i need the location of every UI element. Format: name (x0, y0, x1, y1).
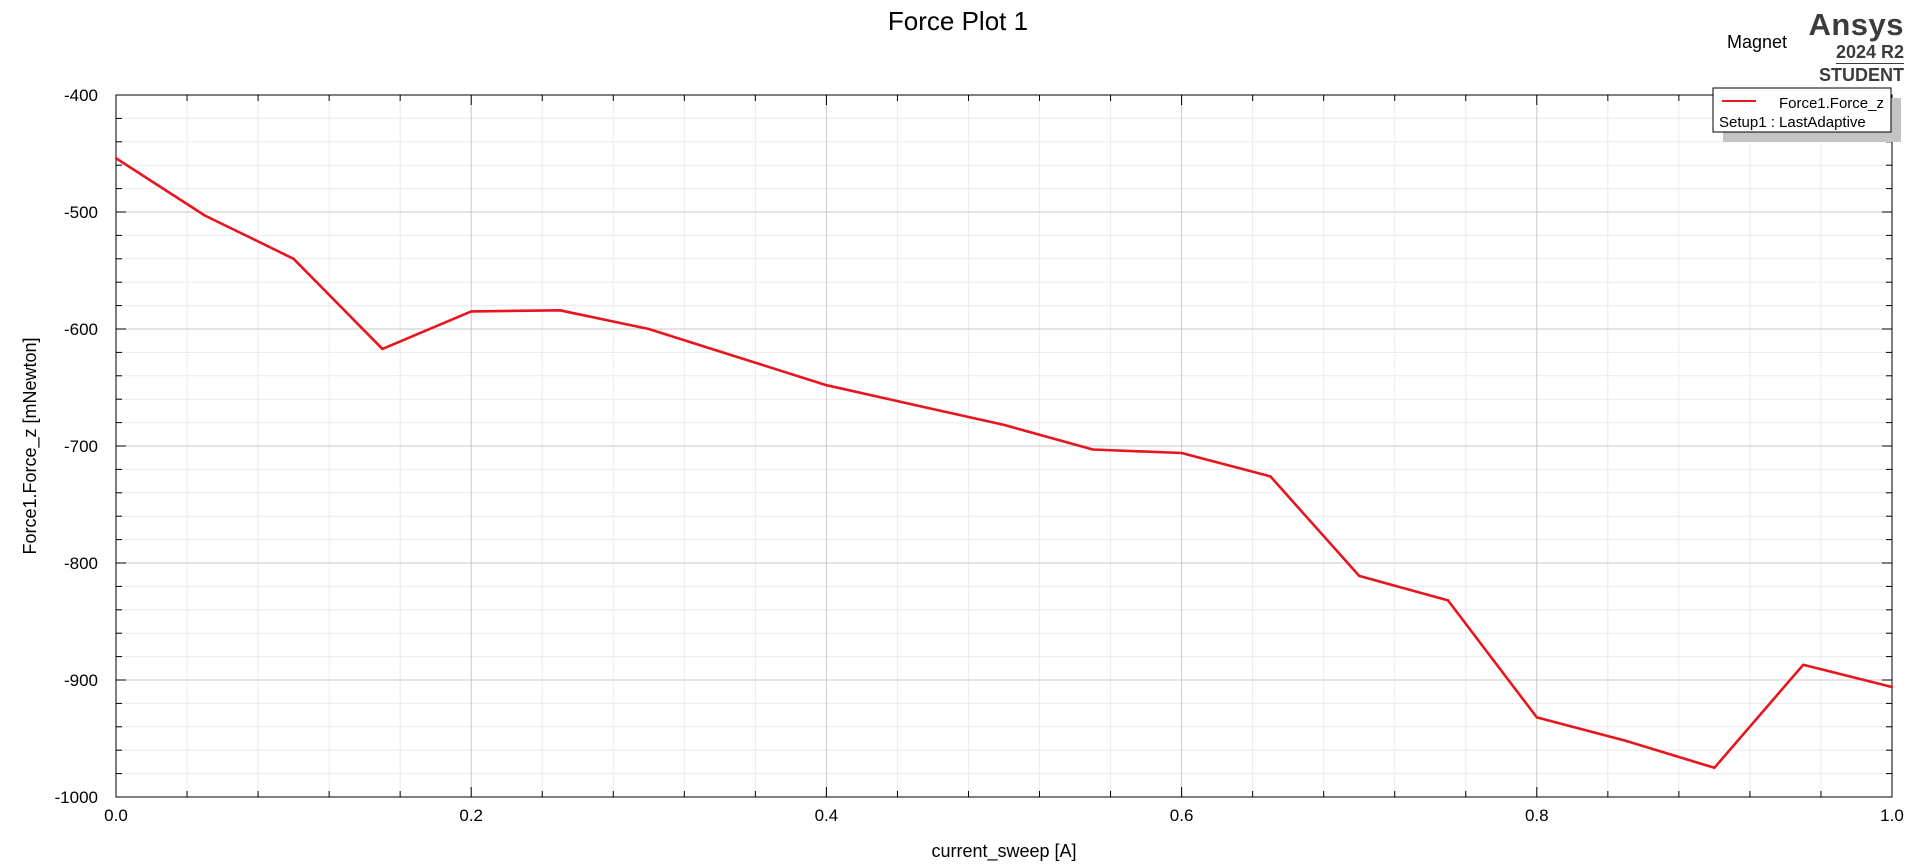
x-tick-label: 0.6 (1170, 806, 1194, 825)
brand-edition: STUDENT (1819, 65, 1904, 85)
data-point[interactable] (1269, 475, 1272, 478)
x-tick-labels: 0.0 0.2 0.4 0.6 0.8 1.0 (104, 806, 1904, 825)
y-axis-label: Force1.Force_z [mNewton] (20, 337, 41, 554)
x-tick-label: 0.8 (1525, 806, 1549, 825)
data-point[interactable] (114, 156, 118, 160)
data-point[interactable] (203, 214, 206, 217)
data-point[interactable] (1535, 716, 1539, 719)
data-point[interactable] (1358, 574, 1361, 578)
data-point[interactable] (292, 257, 295, 260)
x-tick-label: 0.0 (104, 806, 128, 825)
data-point[interactable] (914, 403, 917, 407)
data-point[interactable] (1446, 599, 1450, 602)
x-axis-label: current_sweep [A] (931, 841, 1076, 862)
x-tick-label: 0.2 (459, 806, 483, 825)
y-tick-label: -400 (64, 86, 98, 105)
brand-logo: Ansys 2024 R2 STUDENT (1808, 8, 1904, 86)
major-gridlines (116, 95, 1892, 797)
data-point[interactable] (647, 327, 650, 331)
brand-version: 2024 R2 (1835, 42, 1904, 64)
axis-ticks (116, 95, 1892, 797)
data-point[interactable] (1890, 685, 1894, 689)
y-tick-label: -900 (64, 671, 98, 690)
data-point[interactable] (1802, 663, 1805, 666)
chart-title: Force Plot 1 (888, 6, 1028, 36)
brand-name: Ansys (1808, 7, 1904, 42)
data-point[interactable] (1180, 451, 1183, 455)
y-tick-label: -600 (64, 320, 98, 339)
data-point[interactable] (470, 310, 473, 313)
data-point[interactable] (825, 383, 828, 387)
data-point[interactable] (1002, 423, 1006, 427)
legend[interactable]: Force1.Force_z Setup1 : LastAdaptive (1712, 87, 1901, 142)
series-layer (114, 156, 1894, 770)
data-point[interactable] (1624, 739, 1627, 743)
y-tick-label: -700 (64, 437, 98, 456)
data-point[interactable] (558, 309, 562, 312)
y-tick-label: -800 (64, 554, 98, 573)
x-tick-label: 1.0 (1880, 806, 1904, 825)
series-line-force-z[interactable] (115, 157, 1893, 770)
legend-entry-label: Force1.Force_z (1779, 95, 1884, 112)
legend-subtitle: Setup1 : LastAdaptive (1719, 114, 1866, 131)
y-tick-label: -500 (64, 203, 98, 222)
y-tick-labels: -1000 -900 -800 -700 -600 -500 -400 (55, 86, 98, 807)
data-point[interactable] (736, 355, 739, 359)
y-tick-label: -1000 (55, 788, 98, 807)
legend-box (1712, 87, 1892, 133)
x-tick-label: 0.4 (815, 806, 839, 825)
data-point[interactable] (1713, 766, 1716, 769)
product-label: Magnet (1727, 32, 1788, 52)
data-point[interactable] (381, 347, 384, 351)
data-point[interactable] (1091, 448, 1095, 451)
